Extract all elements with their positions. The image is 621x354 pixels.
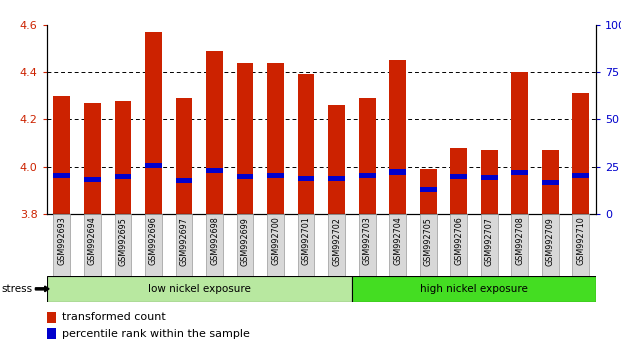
Bar bbox=[114, 214, 131, 276]
Bar bbox=[297, 214, 314, 276]
Bar bbox=[53, 214, 70, 276]
Bar bbox=[481, 175, 497, 180]
Bar bbox=[84, 214, 101, 276]
Bar bbox=[84, 177, 101, 182]
Bar bbox=[114, 174, 131, 179]
Bar bbox=[329, 214, 345, 276]
Text: GSM992700: GSM992700 bbox=[271, 217, 280, 266]
Bar bbox=[267, 172, 284, 178]
Bar bbox=[176, 98, 193, 214]
Bar bbox=[176, 178, 193, 183]
Bar bbox=[512, 72, 528, 214]
Bar bbox=[84, 103, 101, 214]
Bar bbox=[329, 105, 345, 214]
Bar bbox=[512, 170, 528, 175]
Text: GSM992701: GSM992701 bbox=[302, 217, 310, 266]
Bar bbox=[389, 170, 406, 175]
Text: high nickel exposure: high nickel exposure bbox=[420, 284, 528, 294]
Bar bbox=[352, 276, 596, 302]
Bar bbox=[420, 169, 437, 214]
Text: GSM992694: GSM992694 bbox=[88, 217, 97, 266]
Bar bbox=[47, 276, 352, 302]
Bar bbox=[145, 214, 162, 276]
Bar bbox=[206, 51, 223, 214]
Text: GSM992704: GSM992704 bbox=[393, 217, 402, 266]
Bar bbox=[206, 214, 223, 276]
Text: GSM992708: GSM992708 bbox=[515, 217, 524, 266]
Bar bbox=[481, 214, 497, 276]
Bar bbox=[542, 150, 559, 214]
Bar bbox=[47, 328, 57, 339]
Text: GSM992699: GSM992699 bbox=[240, 217, 250, 266]
Bar bbox=[145, 163, 162, 168]
Bar bbox=[176, 214, 193, 276]
Bar bbox=[542, 179, 559, 185]
Bar bbox=[267, 63, 284, 214]
Bar bbox=[145, 32, 162, 214]
Text: GSM992693: GSM992693 bbox=[57, 217, 66, 266]
Text: transformed count: transformed count bbox=[62, 312, 166, 322]
Bar bbox=[297, 74, 314, 214]
Bar bbox=[450, 174, 467, 179]
Bar bbox=[47, 312, 57, 323]
Text: GSM992709: GSM992709 bbox=[546, 217, 555, 266]
Bar bbox=[450, 214, 467, 276]
Text: GSM992707: GSM992707 bbox=[485, 217, 494, 266]
Bar bbox=[53, 96, 70, 214]
Bar bbox=[267, 214, 284, 276]
Bar bbox=[389, 214, 406, 276]
Bar bbox=[573, 173, 589, 178]
Text: low nickel exposure: low nickel exposure bbox=[148, 284, 251, 294]
Text: GSM992710: GSM992710 bbox=[576, 217, 586, 266]
Text: GSM992697: GSM992697 bbox=[179, 217, 188, 266]
Bar bbox=[420, 214, 437, 276]
Bar bbox=[389, 60, 406, 214]
Text: GSM992698: GSM992698 bbox=[210, 217, 219, 266]
Bar bbox=[297, 176, 314, 181]
Bar bbox=[450, 148, 467, 214]
Bar bbox=[206, 168, 223, 173]
Bar bbox=[573, 214, 589, 276]
Bar bbox=[359, 172, 376, 178]
Text: GSM992702: GSM992702 bbox=[332, 217, 341, 266]
Text: GSM992696: GSM992696 bbox=[149, 217, 158, 266]
Bar bbox=[512, 214, 528, 276]
Bar bbox=[329, 176, 345, 181]
Text: GSM992695: GSM992695 bbox=[119, 217, 127, 266]
Text: stress: stress bbox=[1, 284, 32, 294]
Text: GSM992706: GSM992706 bbox=[455, 217, 463, 266]
Bar bbox=[114, 101, 131, 214]
Text: GSM992703: GSM992703 bbox=[363, 217, 371, 266]
Text: percentile rank within the sample: percentile rank within the sample bbox=[62, 329, 250, 339]
Bar bbox=[237, 214, 253, 276]
Bar bbox=[359, 214, 376, 276]
Bar bbox=[542, 214, 559, 276]
Bar bbox=[420, 187, 437, 192]
Bar bbox=[573, 93, 589, 214]
Bar bbox=[53, 172, 70, 178]
Bar bbox=[481, 150, 497, 214]
Text: GSM992705: GSM992705 bbox=[424, 217, 433, 266]
Bar bbox=[237, 174, 253, 179]
Bar bbox=[359, 98, 376, 214]
Bar bbox=[237, 63, 253, 214]
